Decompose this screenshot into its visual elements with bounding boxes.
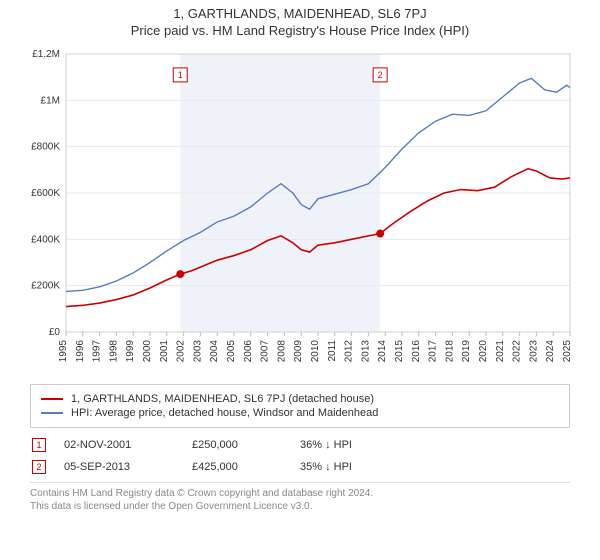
sale-marker-num-2: 2 bbox=[378, 70, 383, 80]
sales-row: 2 05-SEP-2013 £425,000 35% ↓ HPI bbox=[30, 456, 570, 478]
y-tick-label: £800K bbox=[31, 142, 60, 153]
x-tick-label: 2023 bbox=[528, 340, 539, 363]
x-tick-label: 2017 bbox=[428, 340, 439, 363]
x-tick-label: 1996 bbox=[75, 340, 86, 363]
x-tick-label: 1997 bbox=[92, 340, 103, 363]
sales-table: 1 02-NOV-2001 £250,000 36% ↓ HPI 2 05-SEP-201… bbox=[30, 434, 570, 478]
x-tick-label: 2005 bbox=[226, 340, 237, 363]
y-tick-label: £600K bbox=[31, 188, 60, 199]
x-tick-label: 2024 bbox=[545, 340, 556, 363]
sale-date: 05-SEP-2013 bbox=[64, 461, 174, 473]
y-tick-label: £1.2M bbox=[32, 49, 60, 60]
x-tick-label: 2002 bbox=[176, 340, 187, 363]
attribution-line2: This data is licensed under the Open Gov… bbox=[30, 500, 570, 513]
y-tick-label: £1M bbox=[41, 95, 60, 106]
sale-price: £250,000 bbox=[192, 439, 282, 451]
x-tick-label: 2019 bbox=[461, 340, 472, 363]
x-tick-label: 2004 bbox=[209, 340, 220, 363]
legend: 1, GARTHLANDS, MAIDENHEAD, SL6 7PJ (deta… bbox=[30, 384, 570, 428]
sale-marker-icon: 2 bbox=[32, 460, 46, 474]
x-tick-label: 2001 bbox=[159, 340, 170, 363]
legend-label: 1, GARTHLANDS, MAIDENHEAD, SL6 7PJ (deta… bbox=[71, 393, 374, 405]
legend-swatch bbox=[41, 398, 63, 400]
attribution: Contains HM Land Registry data © Crown c… bbox=[30, 482, 570, 513]
x-tick-label: 2003 bbox=[192, 340, 203, 363]
sale-date: 02-NOV-2001 bbox=[64, 439, 174, 451]
x-tick-label: 1999 bbox=[125, 340, 136, 363]
x-tick-label: 2025 bbox=[562, 340, 573, 363]
x-tick-label: 2013 bbox=[360, 340, 371, 363]
x-tick-label: 2009 bbox=[293, 340, 304, 363]
chart-svg: £0 £200K £400K £600K £800K £1M £1.2M 1995 1996 19… bbox=[20, 46, 580, 376]
sale-price: £425,000 bbox=[192, 461, 282, 473]
legend-item: 1, GARTHLANDS, MAIDENHEAD, SL6 7PJ (deta… bbox=[41, 393, 559, 405]
x-tick-label: 2016 bbox=[411, 340, 422, 363]
page-subtitle: Price paid vs. HM Land Registry's House … bbox=[131, 23, 469, 38]
sale-marker-num-1: 1 bbox=[178, 70, 183, 80]
legend-swatch bbox=[41, 412, 63, 414]
sale-dot-2 bbox=[376, 230, 384, 238]
sales-row: 1 02-NOV-2001 £250,000 36% ↓ HPI bbox=[30, 434, 570, 456]
legend-item: HPI: Average price, detached house, Wind… bbox=[41, 407, 559, 419]
sale-marker-icon: 1 bbox=[32, 438, 46, 452]
x-tick-label: 1995 bbox=[58, 340, 69, 363]
sale-dot-1 bbox=[176, 270, 184, 278]
x-tick-label: 2011 bbox=[327, 340, 338, 362]
x-tick-label: 2010 bbox=[310, 340, 321, 363]
x-tick-label: 2018 bbox=[444, 340, 455, 363]
page-title: 1, GARTHLANDS, MAIDENHEAD, SL6 7PJ bbox=[131, 6, 469, 21]
x-tick-label: 2021 bbox=[495, 340, 506, 363]
x-tick-label: 2022 bbox=[512, 340, 523, 363]
x-tick-label: 2006 bbox=[243, 340, 254, 363]
x-tick-label: 1998 bbox=[108, 340, 119, 363]
sale-delta: 35% ↓ HPI bbox=[300, 461, 420, 473]
x-tick-label: 2015 bbox=[394, 340, 405, 363]
y-tick-label: £200K bbox=[31, 281, 60, 292]
legend-label: HPI: Average price, detached house, Wind… bbox=[71, 407, 378, 419]
x-tick-label: 2000 bbox=[142, 340, 153, 363]
price-chart: £0 £200K £400K £600K £800K £1M £1.2M 1995 1996 19… bbox=[20, 46, 580, 376]
x-tick-label: 2014 bbox=[377, 340, 388, 363]
x-tick-label: 2008 bbox=[276, 340, 287, 363]
y-tick-label: £400K bbox=[31, 234, 60, 245]
x-tick-label: 2020 bbox=[478, 340, 489, 363]
y-tick-label: £0 bbox=[49, 327, 61, 338]
x-tick-label: 2012 bbox=[344, 340, 355, 363]
x-tick-label: 2007 bbox=[260, 340, 271, 363]
header: 1, GARTHLANDS, MAIDENHEAD, SL6 7PJ Price… bbox=[131, 0, 469, 40]
attribution-line1: Contains HM Land Registry data © Crown c… bbox=[30, 487, 570, 500]
sale-delta: 36% ↓ HPI bbox=[300, 439, 420, 451]
